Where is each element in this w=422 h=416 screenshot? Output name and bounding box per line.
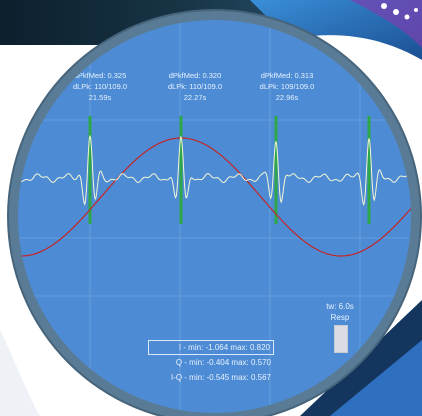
peak-dlpk: dLPk: 110/109.0 [167,82,223,91]
stat-iq: I-Q - min: -0.545 max: 0.567 [170,373,271,382]
peak-annotation-3: dPkfMed: 0.313 dLPk: 109/109.0 22.96s [247,70,327,103]
beat-marker [179,116,183,224]
peak-dpkfmed: dPkfMed: 0.320 [168,71,222,80]
stat-q: Q - min: -0.404 max: 0.570 [175,358,271,367]
peak-time: 22.27s [183,93,207,102]
peak-dlpk: dLPk: 109/109.0 [259,82,315,91]
channel-label: Resp [330,313,350,322]
peak-dpkfmed: dPkfMed: 0.313 [260,71,314,80]
signal-stats-panel: I - min: -1.064 max: 0.820 Q - min: -0.4… [148,340,274,385]
peak-annotation-2: dPkfMed: 0.320 dLPk: 110/109.0 22.27s [155,70,235,103]
ecg-plot [18,20,411,413]
peak-time: 21.59s [88,93,112,102]
peak-annotation-1: dPkfMed: 0.325 dLPk: 110/109.0 21.59s [60,70,140,103]
peak-dlpk: dLPk: 110/109.0 [72,82,128,91]
beat-markers [88,116,371,224]
time-window-label: tw: 6.0s Resp [320,301,360,323]
peak-time: 22.96s [275,93,299,102]
beat-marker [274,116,278,224]
beat-marker [367,116,371,224]
stat-i: I - min: -1.064 max: 0.820 [148,340,274,355]
respiration-curve [18,137,411,257]
time-window-value: tw: 6.0s [326,302,354,311]
peak-dpkfmed: dPkfMed: 0.325 [73,71,127,80]
signal-viewer-lens: dPkfMed: 0.325 dLPk: 110/109.0 21.59s dP… [18,20,411,413]
beat-marker [88,116,92,224]
ecg-trace [18,135,411,207]
resp-scroll-handle[interactable] [334,325,348,353]
